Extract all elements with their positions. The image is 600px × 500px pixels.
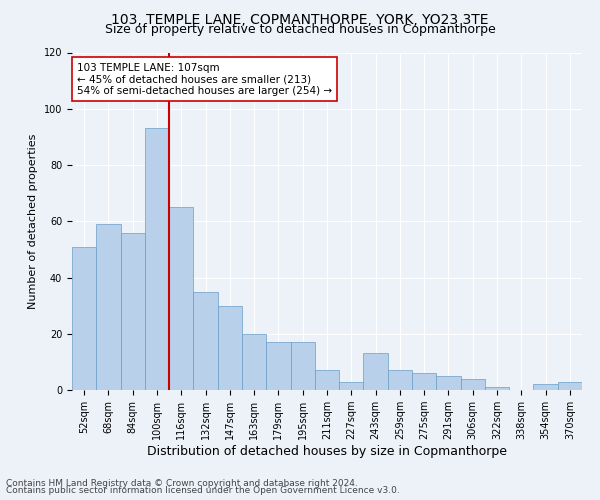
Bar bbox=[290, 342, 315, 390]
Text: Size of property relative to detached houses in Copmanthorpe: Size of property relative to detached ho… bbox=[104, 22, 496, 36]
Bar bbox=[436, 376, 461, 390]
Bar bbox=[315, 370, 339, 390]
Text: 103 TEMPLE LANE: 107sqm
← 45% of detached houses are smaller (213)
54% of semi-d: 103 TEMPLE LANE: 107sqm ← 45% of detache… bbox=[77, 62, 332, 96]
Bar bbox=[72, 246, 96, 390]
Text: 103, TEMPLE LANE, COPMANTHORPE, YORK, YO23 3TE: 103, TEMPLE LANE, COPMANTHORPE, YORK, YO… bbox=[111, 12, 489, 26]
Bar bbox=[169, 207, 193, 390]
Bar bbox=[266, 342, 290, 390]
Bar bbox=[558, 382, 582, 390]
X-axis label: Distribution of detached houses by size in Copmanthorpe: Distribution of detached houses by size … bbox=[147, 445, 507, 458]
Bar bbox=[121, 232, 145, 390]
Text: Contains public sector information licensed under the Open Government Licence v3: Contains public sector information licen… bbox=[6, 486, 400, 495]
Bar bbox=[364, 354, 388, 390]
Y-axis label: Number of detached properties: Number of detached properties bbox=[28, 134, 38, 309]
Text: Contains HM Land Registry data © Crown copyright and database right 2024.: Contains HM Land Registry data © Crown c… bbox=[6, 478, 358, 488]
Bar bbox=[388, 370, 412, 390]
Bar bbox=[242, 334, 266, 390]
Bar bbox=[485, 387, 509, 390]
Bar bbox=[145, 128, 169, 390]
Bar bbox=[461, 379, 485, 390]
Bar bbox=[193, 292, 218, 390]
Bar bbox=[218, 306, 242, 390]
Bar bbox=[96, 224, 121, 390]
Bar bbox=[339, 382, 364, 390]
Bar bbox=[412, 373, 436, 390]
Bar bbox=[533, 384, 558, 390]
